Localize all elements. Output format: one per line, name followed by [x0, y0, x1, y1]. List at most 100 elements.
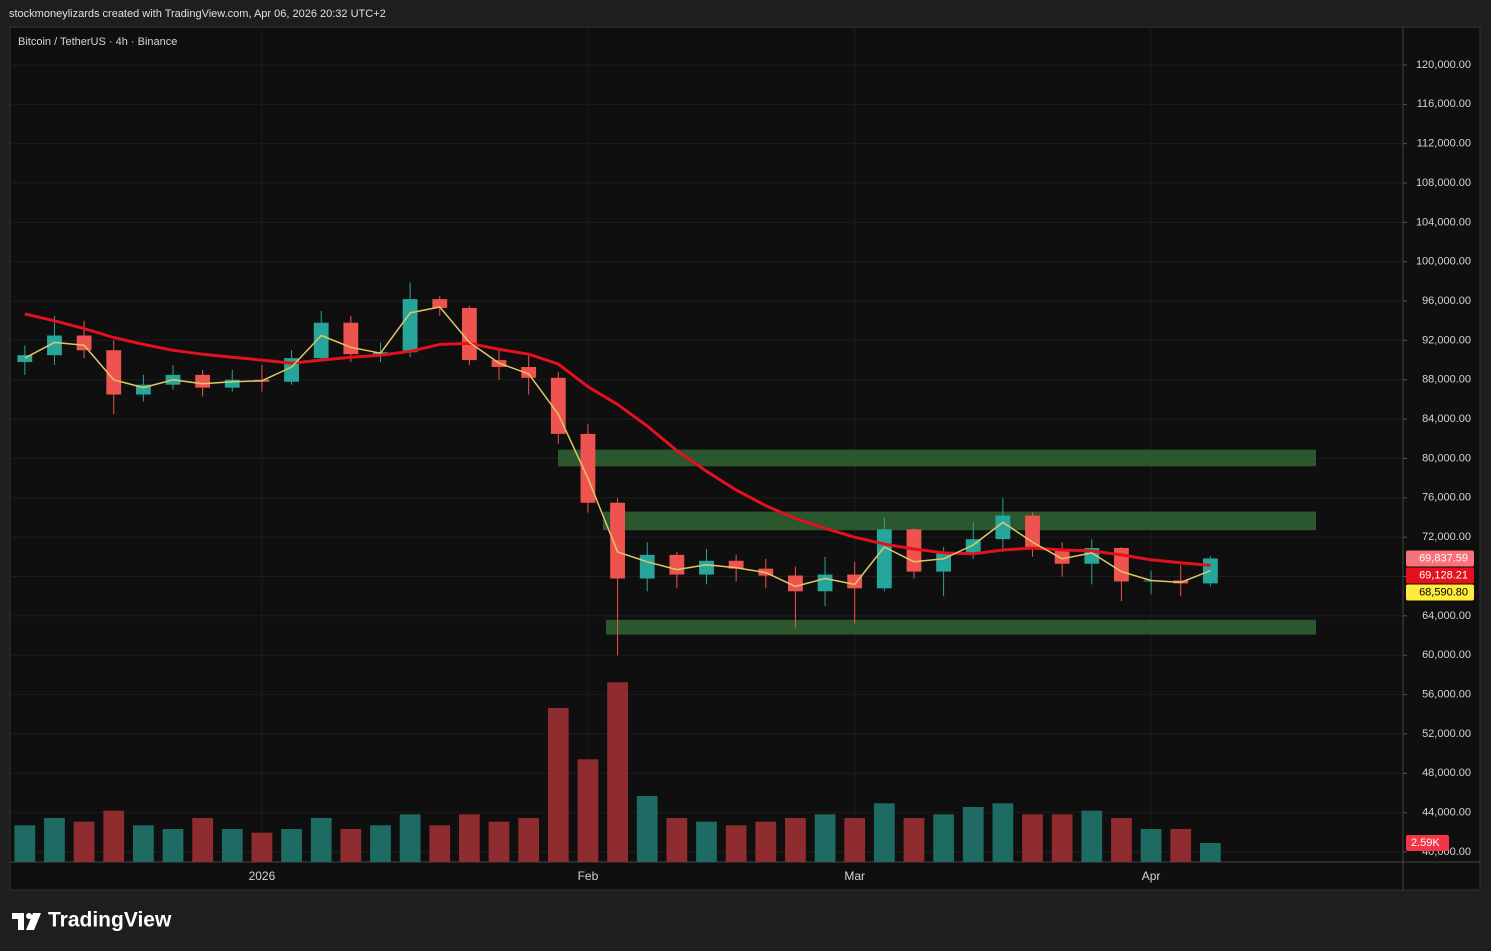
volume-bar	[281, 828, 302, 862]
x-tick-label: Apr	[1142, 869, 1161, 883]
volume-badge-label: 2.59K	[1411, 837, 1440, 849]
y-tick-label: 116,000.00	[1417, 98, 1471, 110]
support-zone	[603, 511, 1316, 531]
volume-bar	[44, 817, 65, 862]
y-tick-label: 120,000.00	[1416, 59, 1471, 71]
volume-bar	[310, 817, 332, 862]
y-tick-label: 72,000.00	[1422, 531, 1471, 543]
volume-bar	[340, 828, 362, 862]
volume-bar	[873, 803, 895, 862]
candle-body	[106, 350, 122, 395]
volume-bar	[370, 825, 391, 862]
volume-bar	[577, 759, 599, 862]
candle-body	[343, 322, 359, 355]
chart-title: Bitcoin / TetherUS · 4h · Binance	[18, 36, 177, 48]
volume-bar	[1022, 814, 1043, 862]
logo-mark	[26, 913, 41, 930]
y-tick-label: 44,000.00	[1422, 807, 1471, 819]
candle-body	[76, 335, 92, 351]
candle-body	[313, 322, 329, 359]
volume-bar	[429, 825, 451, 862]
y-tick-label: 108,000.00	[1416, 177, 1471, 189]
candle-body	[550, 377, 566, 434]
volume-bar	[1140, 828, 1162, 862]
volume-bar	[547, 707, 569, 862]
x-tick-label: 2026	[249, 869, 276, 883]
candle-body	[639, 554, 655, 579]
attribution: stockmoneylizards created with TradingVi…	[9, 8, 386, 20]
candle-body	[461, 307, 477, 361]
price-badge-label: 68,590.80	[1419, 586, 1468, 598]
volume-bar	[518, 817, 540, 862]
volume-bar	[725, 825, 747, 862]
volume-bar	[696, 821, 717, 862]
candle-body	[1025, 515, 1040, 549]
moving-average	[24, 312, 1211, 567]
candle-body	[195, 374, 211, 388]
price-badge	[1406, 567, 1474, 584]
candle-body	[817, 574, 833, 592]
volume-bar	[73, 821, 95, 862]
footer-brand: TradingView	[48, 909, 172, 932]
y-tick-label: 96,000.00	[1422, 295, 1471, 307]
volume-bar	[221, 828, 243, 862]
price-badge	[1406, 584, 1474, 601]
moving-average	[24, 306, 1211, 588]
candle-body	[521, 366, 537, 378]
y-tick-label: 60,000.00	[1422, 649, 1471, 661]
volume-bar	[903, 817, 925, 862]
volume-bar	[666, 817, 688, 862]
volume-bar	[607, 682, 628, 862]
y-tick-label: 48,000.00	[1422, 767, 1471, 779]
volume-bar	[785, 817, 806, 862]
volume-bar	[1051, 814, 1073, 862]
volume-bar	[962, 806, 984, 862]
y-tick-label: 104,000.00	[1416, 216, 1471, 228]
logo-mark	[12, 913, 24, 930]
price-badge-label: 69,128.21	[1419, 569, 1468, 581]
volume-bar	[103, 810, 125, 862]
volume-badge	[1406, 835, 1449, 852]
candle-body	[995, 515, 1011, 540]
volume-bar	[192, 817, 214, 862]
y-tick-label: 52,000.00	[1422, 728, 1471, 740]
volume-bar	[992, 803, 1014, 862]
support-zone	[606, 619, 1316, 635]
tradingview-logo	[12, 913, 41, 930]
candle-body	[699, 560, 714, 575]
volume-bar	[933, 814, 954, 862]
candle-body	[135, 384, 151, 395]
candle-body	[17, 355, 33, 363]
support-zone	[558, 449, 1316, 467]
x-tick-label: Feb	[578, 869, 599, 883]
y-tick-label: 80,000.00	[1422, 452, 1471, 464]
volume-bar	[162, 828, 184, 862]
y-tick-label: 76,000.00	[1422, 492, 1471, 504]
candle-body	[847, 574, 863, 589]
y-tick-label: 112,000.00	[1417, 138, 1471, 150]
volume-bar	[399, 814, 421, 862]
volume-bar	[459, 814, 480, 862]
price-badge-label: 69,837.59	[1419, 552, 1468, 564]
volume-bar	[251, 832, 273, 862]
candle-body	[788, 575, 803, 592]
candle-body	[876, 529, 892, 589]
volume-bar	[814, 814, 836, 862]
volume-bar	[488, 821, 510, 862]
y-tick-label: 100,000.00	[1416, 256, 1471, 268]
volume-bar	[1170, 828, 1192, 862]
candle-body	[1054, 548, 1070, 564]
candle-body	[47, 335, 62, 356]
volume-bar	[1199, 843, 1221, 862]
volume-bar	[755, 821, 777, 862]
x-tick-label: Mar	[844, 869, 865, 883]
volume-bar	[14, 825, 36, 862]
y-tick-label: 88,000.00	[1422, 374, 1471, 386]
candle-body	[432, 299, 448, 308]
plot-area: 40,000.0044,000.0048,000.0052,000.0056,0…	[10, 28, 1474, 883]
candle-body	[728, 560, 744, 569]
candle-body	[610, 502, 625, 579]
volume-bar	[636, 795, 658, 862]
